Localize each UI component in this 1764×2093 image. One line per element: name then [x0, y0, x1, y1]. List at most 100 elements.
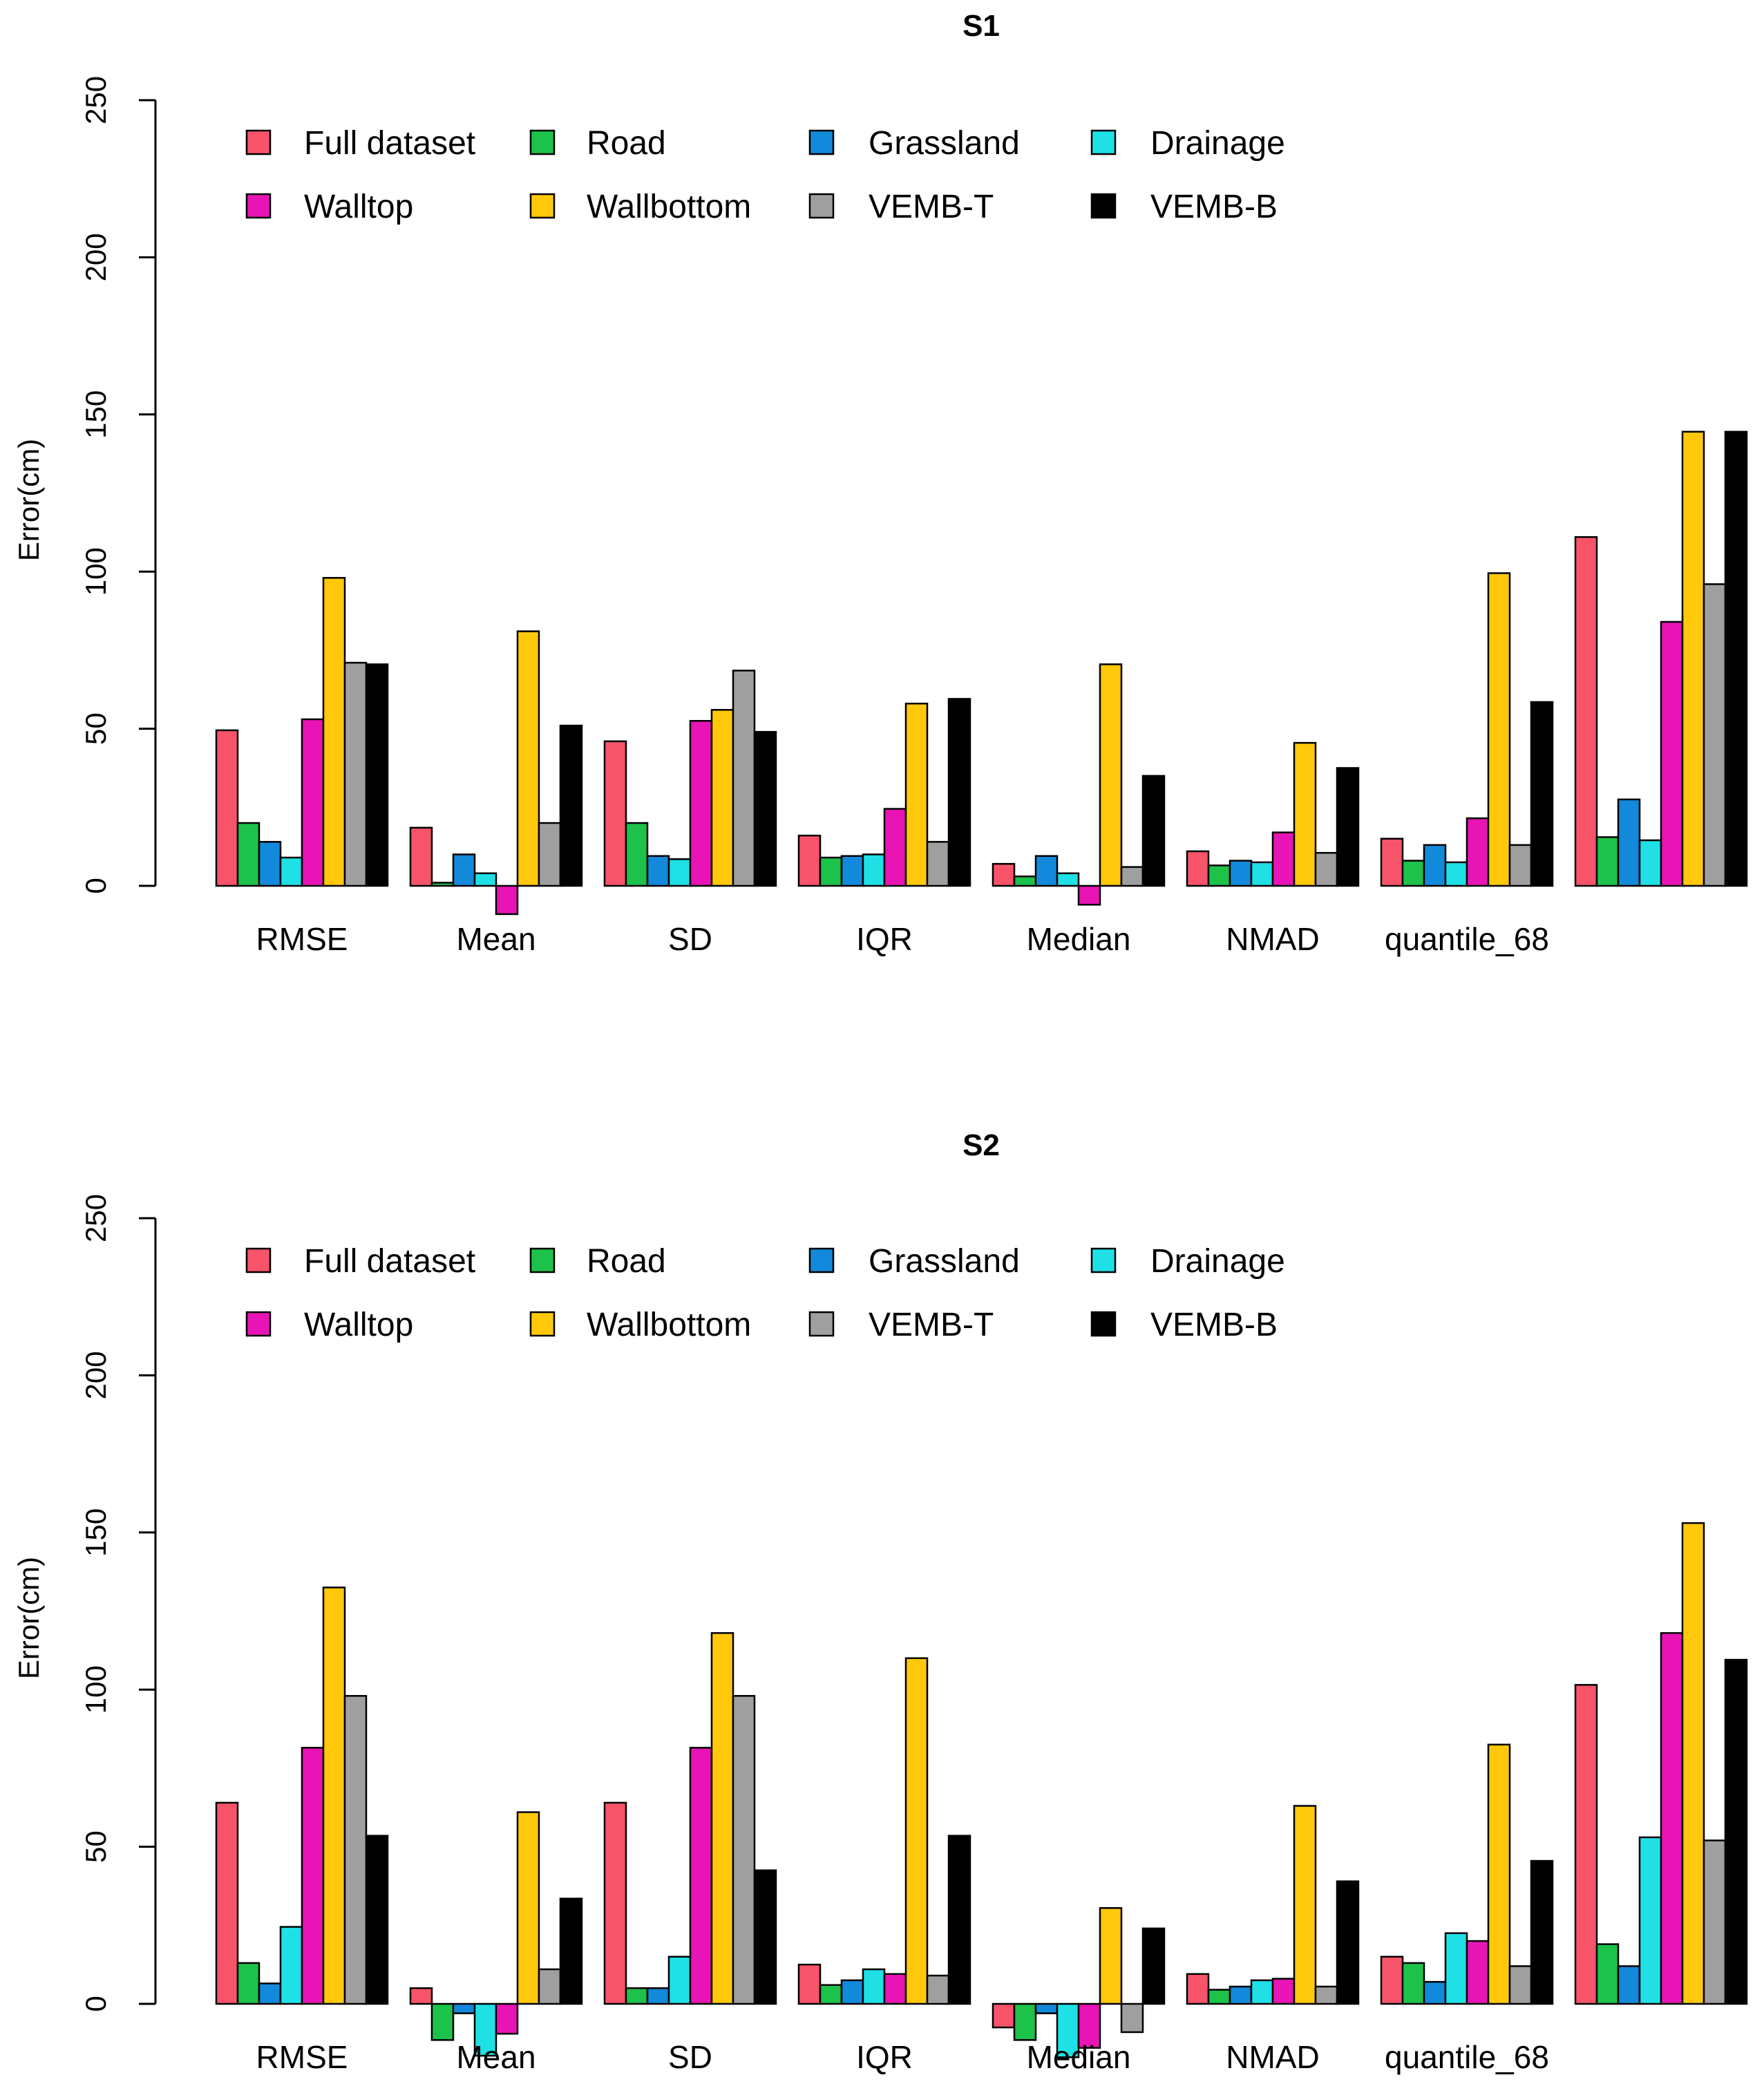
legend-label: Full dataset — [304, 125, 475, 162]
legend-swatch — [1090, 1247, 1117, 1273]
y-tick-label: 0 — [79, 878, 112, 893]
bar-full-dataset — [1380, 837, 1404, 887]
bar-walltop — [495, 2002, 519, 2035]
bar-road — [430, 882, 455, 887]
bar-walltop — [301, 718, 325, 887]
bar-full-dataset — [1574, 1684, 1598, 2005]
bar-full-dataset — [215, 729, 239, 887]
category-label: SD — [668, 921, 712, 957]
legend-label: Wallbottom — [587, 189, 751, 225]
bar-vemb-b — [1530, 1859, 1554, 2005]
y-tick-label: 250 — [79, 1194, 112, 1242]
bar-vemb-b — [947, 1835, 971, 2005]
legend-label: Walltop — [304, 189, 413, 225]
bar-grassland — [258, 841, 282, 887]
category-label: Median — [1027, 2039, 1131, 2075]
bar-wallbottom — [516, 630, 540, 887]
bar-vemb-b — [365, 1835, 389, 2005]
bar-road — [236, 1962, 260, 2005]
bar-full-dataset — [1574, 536, 1598, 887]
bar-walltop — [1271, 1978, 1296, 2005]
bar-wallbottom — [1487, 572, 1511, 887]
bar-full-dataset — [215, 1801, 239, 2005]
legend-swatch — [245, 1311, 272, 1337]
bar-full-dataset — [797, 1963, 822, 2005]
bar-road — [1013, 2002, 1037, 2041]
bar-vemb-t — [1703, 583, 1727, 887]
bar-road — [1013, 875, 1037, 887]
y-tick-label: 250 — [79, 76, 112, 124]
bar-vemb-b — [753, 730, 777, 887]
bar-road — [236, 822, 260, 887]
bar-vemb-t — [926, 1974, 950, 2005]
bar-wallbottom — [1293, 1805, 1317, 2005]
bar-road — [1207, 1989, 1231, 2005]
legend-swatch — [1090, 1311, 1117, 1337]
bar-grassland — [646, 1987, 670, 2005]
legend-swatch — [529, 1247, 556, 1273]
bar-vemb-b — [559, 724, 583, 887]
bar-walltop — [1077, 2002, 1101, 2049]
y-tick-label: 50 — [79, 1830, 112, 1863]
bar-wallbottom — [1099, 663, 1123, 887]
bar-wallbottom — [1681, 430, 1705, 887]
bar-vemb-b — [1141, 775, 1166, 887]
bar-vemb-b — [1336, 767, 1360, 887]
bar-vemb-b — [365, 663, 389, 887]
legend-label: Full dataset — [304, 1243, 475, 1280]
bar-wallbottom — [904, 702, 929, 887]
y-tick-label: 200 — [79, 233, 112, 281]
bar-vemb-b — [753, 1869, 777, 2005]
bar-walltop — [883, 808, 907, 887]
legend-swatch — [529, 1311, 556, 1337]
bar-wallbottom — [1681, 1522, 1705, 2005]
y-tick-label: 0 — [79, 1996, 112, 2011]
bar-road — [819, 1984, 843, 2005]
bar-vemb-b — [1141, 1927, 1166, 2005]
bar-road — [625, 1987, 649, 2005]
bar-vemb-b — [1724, 1658, 1748, 2005]
bar-full-dataset — [797, 834, 822, 887]
legend-swatch — [245, 1247, 272, 1273]
legend-swatch — [1090, 129, 1117, 155]
bar-grassland — [1617, 1965, 1641, 2005]
bar-drainage — [1056, 872, 1080, 887]
category-label: Median — [1027, 921, 1131, 957]
bar-drainage — [1638, 1836, 1662, 2005]
category-label: Mean — [456, 921, 535, 957]
bar-walltop — [1466, 817, 1490, 887]
bar-grassland — [1229, 860, 1253, 887]
bar-drainage — [279, 1926, 303, 2005]
bar-road — [1401, 1962, 1425, 2005]
bar-wallbottom — [1487, 1743, 1511, 2005]
bar-grassland — [258, 1982, 282, 2005]
y-tick-label: 100 — [79, 1665, 112, 1714]
bar-road — [819, 856, 843, 887]
bar-drainage — [1444, 861, 1468, 887]
chart-panel-s2: S2 0 50 100 150 200 250 Error(cm) RMSE Mean SD IQR M… — [12, 1128, 1748, 2075]
category-label: SD — [668, 2039, 712, 2075]
bar-vemb-b — [947, 698, 971, 887]
bar-vemb-t — [1508, 1965, 1533, 2005]
category-label: NMAD — [1226, 2039, 1319, 2075]
bar-vemb-b — [1530, 701, 1554, 887]
bar-walltop — [1660, 621, 1684, 887]
bar-walltop — [1466, 1940, 1490, 2005]
bar-vemb-t — [538, 822, 562, 887]
category-label: NMAD — [1226, 921, 1319, 957]
bar-vemb-t — [1314, 851, 1338, 887]
bar-road — [625, 822, 649, 887]
bar-walltop — [689, 719, 713, 887]
bar-wallbottom — [322, 1587, 346, 2005]
bar-vemb-t — [926, 841, 950, 887]
bar-drainage — [1250, 861, 1274, 887]
bar-drainage — [1250, 1979, 1274, 2005]
legend-swatch — [808, 1311, 835, 1337]
bar-vemb-t — [1120, 2002, 1144, 2034]
category-label: IQR — [856, 921, 913, 957]
bar-drainage — [279, 856, 303, 887]
bar-vemb-t — [1703, 1839, 1727, 2005]
legend-swatch — [808, 1247, 835, 1273]
